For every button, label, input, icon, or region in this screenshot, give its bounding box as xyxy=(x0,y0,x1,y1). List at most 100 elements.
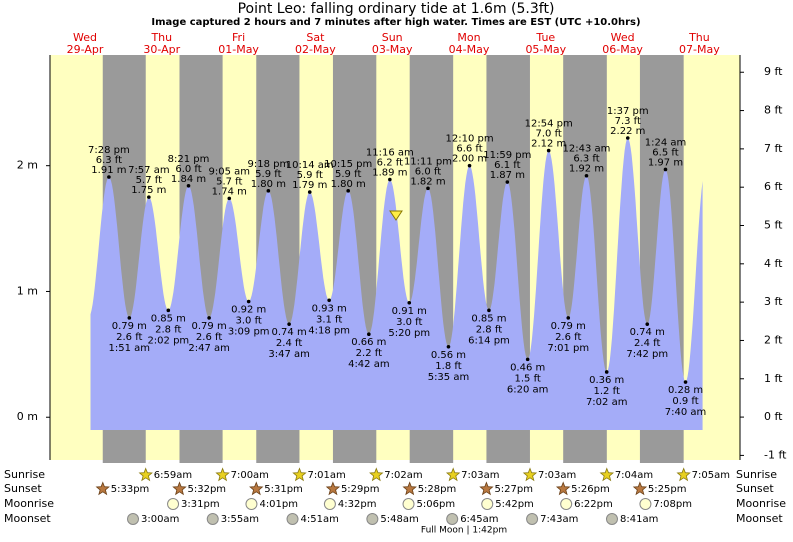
y-tick-label: 2 m xyxy=(17,159,38,172)
sunrise-time: 7:03am xyxy=(538,470,576,481)
y2-tick-label: 8 ft xyxy=(764,104,783,117)
day-date: 01-May xyxy=(218,43,259,56)
tide-label: 1.5 ft xyxy=(514,373,540,384)
day-name: Fri xyxy=(232,31,245,44)
tide-label: 0.85 m xyxy=(151,313,186,324)
moonrise-icon xyxy=(639,498,652,510)
sunrise-time: 7:01am xyxy=(307,470,345,481)
tide-label: 0.46 m xyxy=(510,362,545,373)
sunrise-time: 7:00am xyxy=(231,470,269,481)
tide-label: 2.8 ft xyxy=(155,324,181,335)
tide-label: 1:37 pm xyxy=(607,106,649,117)
sunset-time: 5:27pm xyxy=(494,484,533,495)
tide-label: 7:57 am xyxy=(128,165,170,176)
moonset-icon xyxy=(286,513,299,525)
tide-label: 1:51 am xyxy=(109,343,151,354)
chart-subtitle: Image captured 2 hours and 7 minutes aft… xyxy=(151,17,640,28)
tide-point xyxy=(346,189,351,193)
tide-point xyxy=(645,322,650,326)
moonrise-time: 7:08pm xyxy=(653,499,692,510)
sunset-time: 5:32pm xyxy=(188,484,227,495)
tide-label: 6.6 ft xyxy=(456,144,482,155)
sunrise-time: 7:02am xyxy=(384,470,422,481)
tide-label: 2.12 m xyxy=(531,139,566,150)
tide-point xyxy=(426,186,430,191)
moonrise-icon xyxy=(560,498,573,510)
day-date: 07-May xyxy=(679,43,720,56)
tide-label: 2.8 ft xyxy=(476,324,502,335)
sun-icon xyxy=(402,481,417,496)
tide-label: 1.89 m xyxy=(372,168,407,179)
tide-label: 2.6 ft xyxy=(555,332,581,343)
tide-label: 3.0 ft xyxy=(236,316,262,327)
tide-label: 11:16 am xyxy=(366,148,414,159)
tide-label: 1.82 m xyxy=(410,176,445,187)
tide-label: 5.9 ft xyxy=(255,169,281,180)
tide-point xyxy=(487,308,491,313)
tide-label: 0.91 m xyxy=(392,306,427,317)
day-name: Sun xyxy=(382,31,403,44)
sun-icon xyxy=(172,481,187,496)
tide-label: 0.28 m xyxy=(668,385,703,396)
tide-point xyxy=(566,316,571,320)
tide-label: 0.79 m xyxy=(192,321,227,332)
tide-label: 2:02 pm xyxy=(147,335,189,346)
full-moon: Full Moon | 1:42pm xyxy=(421,526,507,536)
tide-label: 0.74 m xyxy=(272,327,307,338)
tide-label: 7.3 ft xyxy=(615,116,641,127)
tide-label: 1.75 m xyxy=(131,185,166,196)
tide-point xyxy=(546,148,551,153)
day-date: 05-May xyxy=(525,43,566,56)
tide-label: 7:01 pm xyxy=(547,343,589,354)
tide-label: 7:40 am xyxy=(665,407,707,418)
moonset-icon xyxy=(605,513,618,525)
tide-label: 0.66 m xyxy=(351,337,386,348)
day-name: Tue xyxy=(535,31,555,44)
moonset-time: 3:00am xyxy=(141,514,179,525)
tide-point xyxy=(266,189,271,193)
tide-label: 2.6 ft xyxy=(116,332,142,343)
tide-label: 1.97 m xyxy=(648,157,683,168)
tide-label: 11:11 pm xyxy=(404,156,452,167)
sunrise-time: 7:05am xyxy=(692,470,730,481)
sunrise-time: 7:03am xyxy=(461,470,499,481)
moonrise-icon xyxy=(323,498,336,510)
tide-label: 7.0 ft xyxy=(536,129,562,140)
moonrise-time: 6:22pm xyxy=(574,499,613,510)
tide-label: 12:10 pm xyxy=(445,134,493,145)
chart-title: Point Leo: falling ordinary tide at 1.6m… xyxy=(238,1,555,17)
day-date: 03-May xyxy=(372,43,413,56)
tide-point xyxy=(467,163,472,168)
tide-label: 2.2 ft xyxy=(356,348,382,359)
tide-label: 1.91 m xyxy=(91,165,126,176)
sunset-time: 5:31pm xyxy=(264,484,303,495)
tide-label: 2.6 ft xyxy=(196,332,222,343)
tide-point xyxy=(166,308,171,313)
tide-label: 1.84 m xyxy=(171,174,206,185)
sun-icon xyxy=(138,467,153,482)
moonrise-icon xyxy=(245,498,258,510)
y2-tick-label: 3 ft xyxy=(764,295,783,308)
moonset-time: 7:43am xyxy=(540,514,578,525)
day-name: Thu xyxy=(150,31,172,44)
tide-point xyxy=(186,184,191,188)
sun-icon xyxy=(555,481,571,496)
sun-icon xyxy=(479,481,494,496)
tide-label: 5.9 ft xyxy=(297,170,323,181)
tide-point xyxy=(525,357,530,362)
sun-icon xyxy=(369,467,384,482)
moonrise-time: 3:31pm xyxy=(181,499,220,510)
moonset-time: 5:48am xyxy=(380,514,418,525)
tide-label: 0.93 m xyxy=(312,303,347,314)
tide-label: 1.2 ft xyxy=(594,386,620,397)
sun-icon xyxy=(215,467,230,482)
row-label: Moonrise xyxy=(736,497,786,510)
moonrise-icon xyxy=(167,498,180,510)
tide-point xyxy=(388,177,392,182)
sun-icon xyxy=(249,481,264,496)
tide-point xyxy=(446,345,451,349)
moonset-time: 6:45am xyxy=(460,514,498,525)
day-date: 29-Apr xyxy=(67,43,104,56)
day-name: Thu xyxy=(688,31,710,44)
plot: 0 m 1 m 2 m -1 ft 0 ft 1 ft 2 ft 3 ft 4 ft 5 ft 6 … xyxy=(4,31,787,536)
